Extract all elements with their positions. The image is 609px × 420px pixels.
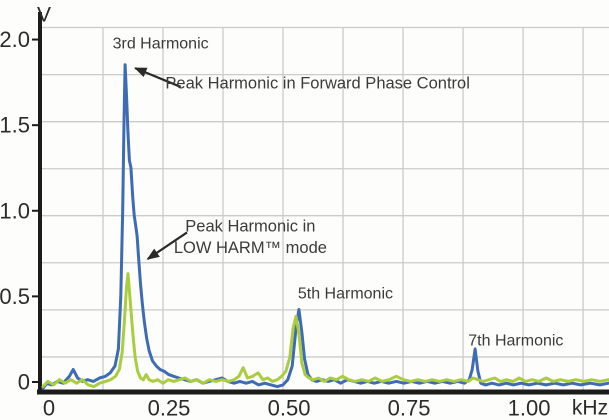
arrow-forward-phase — [134, 67, 182, 88]
arrow-low-harm — [146, 231, 188, 260]
x-tick-label: 0 — [43, 396, 55, 420]
x-tick-label: 0.75 — [388, 396, 431, 420]
annotation-low-harm-line2: LOW HARM™ mode — [174, 239, 327, 257]
y-tick-label: 0.5 — [0, 284, 30, 309]
y-axis-unit-label: V — [37, 4, 51, 27]
annotation-7th-harmonic: 7th Harmonic — [468, 333, 563, 350]
x-tick-label: 1.00 — [508, 396, 551, 420]
y-tick-label: 0 — [18, 370, 30, 395]
series-line-low-harm-mode — [41, 272, 609, 389]
x-tick-label: 0.50 — [268, 396, 311, 420]
x-axis-unit-label: kHz — [572, 397, 608, 420]
x-tick-label: 0.25 — [148, 396, 191, 420]
y-tick-label: 2.0 — [0, 27, 30, 52]
y-tick-label: 1.0 — [0, 198, 30, 223]
annotation-5th-harmonic: 5th Harmonic — [298, 286, 393, 303]
series-line-forward-phase-control — [41, 63, 609, 390]
annotation-3rd-harmonic: 3rd Harmonic — [113, 36, 209, 53]
annotation-forward-phase: Peak Harmonic in Forward Phase Control — [165, 75, 469, 93]
y-tick-label: 1.5 — [0, 113, 30, 138]
annotation-low-harm-line1: Peak Harmonic in — [185, 217, 315, 235]
